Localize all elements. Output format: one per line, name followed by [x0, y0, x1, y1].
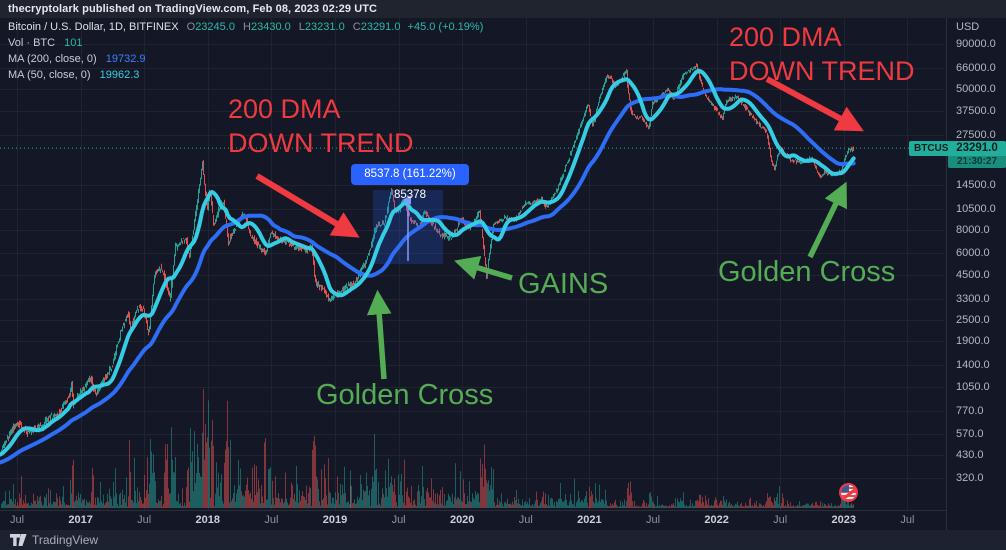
green-annotation-golden-cross-left[interactable]: Golden Cross [316, 379, 494, 411]
price-tick-label: 4500.0 [956, 268, 990, 281]
time-tick-month: Jul [645, 514, 661, 526]
price-tick-label: 1900.0 [956, 335, 990, 348]
last-price-badge: 23291.0 21:30:27 [948, 141, 1006, 168]
price-tick-label: 1400.0 [956, 358, 990, 371]
time-tick-year: 2020 [449, 514, 475, 526]
time-tick-year: 2019 [322, 514, 348, 526]
price-tick-label: 2500.0 [956, 313, 990, 326]
currency-label: USD [956, 21, 980, 33]
price-axis[interactable]: USD 90000.0 66000.0 50000.0 37500.0 27500.0 1… [946, 18, 1006, 530]
price-tick-label: 1050.0 [956, 380, 990, 393]
tradingview-logo-icon[interactable] [10, 534, 27, 546]
time-tick-year: 2021 [577, 514, 602, 526]
close-label: C [352, 21, 361, 33]
symbol-badge: BTCUSD [909, 141, 961, 156]
close-value: 23291.0 [360, 21, 401, 33]
ma50-value: 19962.3 [99, 69, 140, 81]
price-tick-label: 27500.0 [956, 129, 996, 142]
price-tick-label: 14500.0 [956, 178, 996, 191]
time-tick-month: Jul [9, 514, 25, 526]
green-annotation-golden-cross-right[interactable]: Golden Cross [718, 256, 896, 288]
time-tick-month: Jul [773, 514, 788, 526]
change-value: +45.0 (+0.19%) [407, 21, 484, 33]
time-tick-month: Jul [391, 514, 406, 526]
red-annotation-right-line2: DOWN TREND [729, 56, 915, 86]
legend-ma200-row[interactable]: MA (200, close, 0) 19732.9 [8, 51, 483, 67]
open-label: O [186, 21, 196, 33]
ma50-line[interactable] [0, 68, 856, 457]
high-label: H [243, 21, 251, 33]
price-tick-label: 50000.0 [956, 83, 996, 96]
time-axis[interactable]: Jul 2017 Jul 2018 Jul 2019 Jul 2020 Jul 2021 Jul 20… [0, 510, 946, 530]
footer-bar: TradingView [0, 530, 1006, 550]
red-annotation-left-line1: 200 DMA [228, 94, 341, 124]
red-annotation-downtrend-right[interactable]: 200 DMA DOWN TREND [729, 20, 915, 88]
time-tick-month: Jul [264, 514, 279, 526]
last-price-value: 23291.0 [956, 142, 998, 154]
price-tick-label: 8000.0 [956, 224, 990, 237]
price-tick-label: 430.0 [956, 449, 984, 462]
symbol-title: Bitcoin / U.S. Dollar, 1D, BITFINEX [8, 21, 179, 33]
us-holiday-flag-icon[interactable] [839, 483, 858, 502]
ma200-line[interactable] [0, 87, 856, 465]
price-tick-label: 320.0 [956, 472, 984, 485]
bar-countdown: 21:30:27 [948, 156, 1006, 168]
time-tick-year: 2017 [68, 514, 93, 526]
open-value: 23245.0 [195, 21, 235, 33]
high-value: 23430.0 [250, 21, 291, 33]
measure-tooltip[interactable]: 8537.8 (161.22%) 85378 [351, 164, 469, 201]
time-tick-year: 2018 [195, 514, 221, 526]
red-annotation-right-line1: 200 DMA [729, 22, 842, 52]
tradingview-brand-text: TradingView [32, 533, 99, 547]
green-annotation-gains[interactable]: GAINS [518, 268, 609, 300]
ma200-label: MA (200, close, 0) [8, 53, 97, 65]
flag-canton [841, 485, 849, 492]
price-tick-label: 10500.0 [956, 203, 996, 216]
low-value: 23231.0 [304, 21, 345, 33]
price-tick-label: 37500.0 [956, 105, 996, 118]
volume-value: 101 [64, 37, 83, 49]
low-label: L [298, 21, 305, 33]
volume-label: Vol · BTC [8, 37, 56, 49]
ma50-label: MA (50, close, 0) [8, 69, 91, 81]
legend-volume-row[interactable]: Vol · BTC 101 [8, 35, 483, 51]
ma200-value: 19732.9 [105, 53, 146, 65]
time-tick-month: Jul [137, 514, 152, 526]
legend-ma50-row[interactable]: MA (50, close, 0) 19962.3 [8, 67, 483, 83]
chart-legend: Bitcoin / U.S. Dollar, 1D, BITFINEX O232… [8, 19, 483, 83]
publish-banner: thecryptolark published on TradingView.c… [0, 0, 1006, 18]
price-tick-label: 770.0 [956, 404, 984, 417]
price-tick-label: 66000.0 [956, 61, 996, 74]
price-tick-label: 570.0 [956, 427, 984, 440]
price-tick-label: 6000.0 [956, 246, 990, 259]
time-tick-month: Jul [900, 514, 915, 526]
time-tick-month: Jul [518, 514, 533, 526]
time-tick-year: 2023 [831, 514, 857, 526]
price-tick-label: 90000.0 [956, 38, 996, 51]
red-annotation-downtrend-left[interactable]: 200 DMA DOWN TREND [228, 92, 414, 160]
time-tick-year: 2022 [704, 514, 729, 526]
legend-symbol-row[interactable]: Bitcoin / U.S. Dollar, 1D, BITFINEX O232… [8, 19, 483, 35]
red-annotation-left-line2: DOWN TREND [228, 128, 414, 158]
price-tick-label: 3300.0 [956, 292, 990, 305]
